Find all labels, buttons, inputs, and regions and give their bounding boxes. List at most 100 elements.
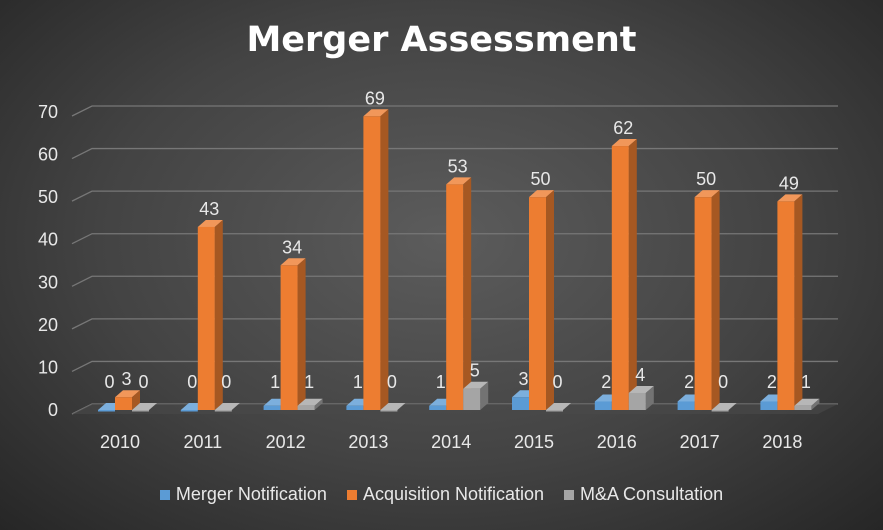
bar-top — [546, 403, 571, 410]
x-tick-label: 2011 — [183, 432, 222, 452]
bar-merger-notification — [594, 401, 612, 410]
gridline — [71, 190, 838, 202]
x-tick-label: 2014 — [431, 432, 471, 452]
data-label: 0 — [187, 372, 197, 392]
y-tick-label: 70 — [38, 102, 58, 122]
bar-side — [380, 109, 389, 410]
legend-item-consultation: M&A Consultation — [564, 484, 723, 505]
x-tick-label: 2017 — [680, 432, 720, 452]
bar-top — [115, 390, 140, 398]
data-label: 34 — [282, 237, 302, 257]
bar-acquisition-notification — [777, 201, 795, 410]
data-label: 1 — [801, 372, 811, 392]
bar-top — [280, 258, 306, 266]
bar-m-a-consultation — [297, 405, 315, 410]
x-tick-label: 2016 — [597, 432, 637, 452]
y-tick-label: 40 — [38, 230, 58, 250]
bar-acquisition-notification — [280, 265, 298, 410]
bar-merger-notification — [98, 410, 115, 412]
data-label: 1 — [353, 372, 363, 392]
bar-top — [529, 190, 554, 198]
bar-m-a-consultation — [546, 410, 563, 412]
bar-m-a-consultation — [794, 405, 812, 410]
data-label: 69 — [365, 88, 385, 108]
data-label: 4 — [635, 365, 645, 385]
legend-swatch — [346, 489, 357, 500]
bar-acquisition-notification — [115, 397, 132, 410]
bar-top — [380, 403, 406, 410]
bar-top — [132, 403, 157, 410]
legend-label: Merger Notification — [175, 484, 327, 504]
bar-merger-notification — [760, 401, 778, 410]
bar-merger-notification — [429, 405, 447, 410]
bar-top — [463, 381, 489, 389]
bar-side — [463, 177, 472, 410]
bar-side — [214, 219, 223, 410]
bar-top — [711, 403, 737, 410]
x-tick-label: 2010 — [100, 432, 140, 452]
data-label: 53 — [448, 156, 468, 176]
y-tick-label: 20 — [38, 315, 58, 335]
bar-merger-notification — [180, 410, 198, 412]
data-label: 1 — [304, 372, 314, 392]
legend: Merger Notification Acquisition Notifica… — [0, 484, 883, 505]
gridline — [71, 147, 838, 160]
legend-swatch — [159, 489, 170, 500]
bar-m-a-consultation — [214, 410, 232, 412]
data-label: 2 — [684, 372, 694, 392]
data-label: 62 — [613, 118, 633, 138]
bar-top — [214, 403, 240, 410]
data-label: 1 — [270, 372, 280, 392]
chart-title: Merger Assessment — [246, 20, 637, 60]
legend-label: M&A Consultation — [580, 484, 724, 504]
bar-side — [628, 139, 637, 411]
bar-merger-notification — [512, 397, 529, 410]
data-label: 2 — [601, 372, 611, 392]
gridline — [71, 360, 838, 373]
bar-side — [314, 398, 323, 410]
bar-acquisition-notification — [611, 146, 629, 411]
data-label: 1 — [436, 372, 446, 392]
data-label: 2 — [767, 372, 777, 392]
gridline — [71, 233, 838, 245]
bar-m-a-consultation — [463, 388, 481, 410]
bar-m-a-consultation — [132, 410, 149, 412]
x-tick-label: 2012 — [266, 432, 306, 452]
data-label: 5 — [470, 361, 480, 381]
bar-acquisition-notification — [197, 226, 215, 410]
bar-m-a-consultation — [711, 410, 729, 412]
gridline — [71, 318, 838, 330]
gridline — [71, 105, 838, 117]
y-tick-label: 30 — [38, 272, 58, 292]
data-label: 0 — [718, 372, 728, 392]
bar-side — [794, 194, 803, 410]
bar-top — [363, 109, 389, 117]
data-label: 0 — [104, 372, 114, 392]
data-label: 0 — [387, 372, 397, 392]
bar-side — [811, 398, 820, 410]
data-label: 0 — [138, 372, 148, 392]
bar-merger-notification — [677, 401, 695, 410]
bar-merger-notification — [263, 405, 281, 410]
gridline — [71, 275, 838, 287]
bar-m-a-consultation — [380, 410, 398, 412]
data-label: 43 — [199, 199, 219, 219]
y-tick-label: 50 — [38, 187, 58, 207]
bar-top — [777, 194, 803, 202]
x-tick-label: 2015 — [514, 432, 554, 452]
legend-label: Acquisition Notification — [362, 484, 545, 504]
x-tick-label: 2018 — [762, 432, 802, 452]
data-label: 0 — [221, 372, 231, 392]
bar-top — [611, 139, 637, 147]
bar-merger-notification — [346, 405, 364, 410]
bar-top — [446, 177, 472, 185]
bar-side — [546, 190, 554, 410]
bar-side — [297, 258, 306, 410]
legend-swatch — [564, 489, 575, 500]
bar-side — [645, 385, 654, 410]
x-tick-label: 2013 — [348, 432, 388, 452]
bar-acquisition-notification — [694, 197, 712, 410]
bar-side — [480, 381, 489, 410]
bar-top — [694, 190, 720, 198]
